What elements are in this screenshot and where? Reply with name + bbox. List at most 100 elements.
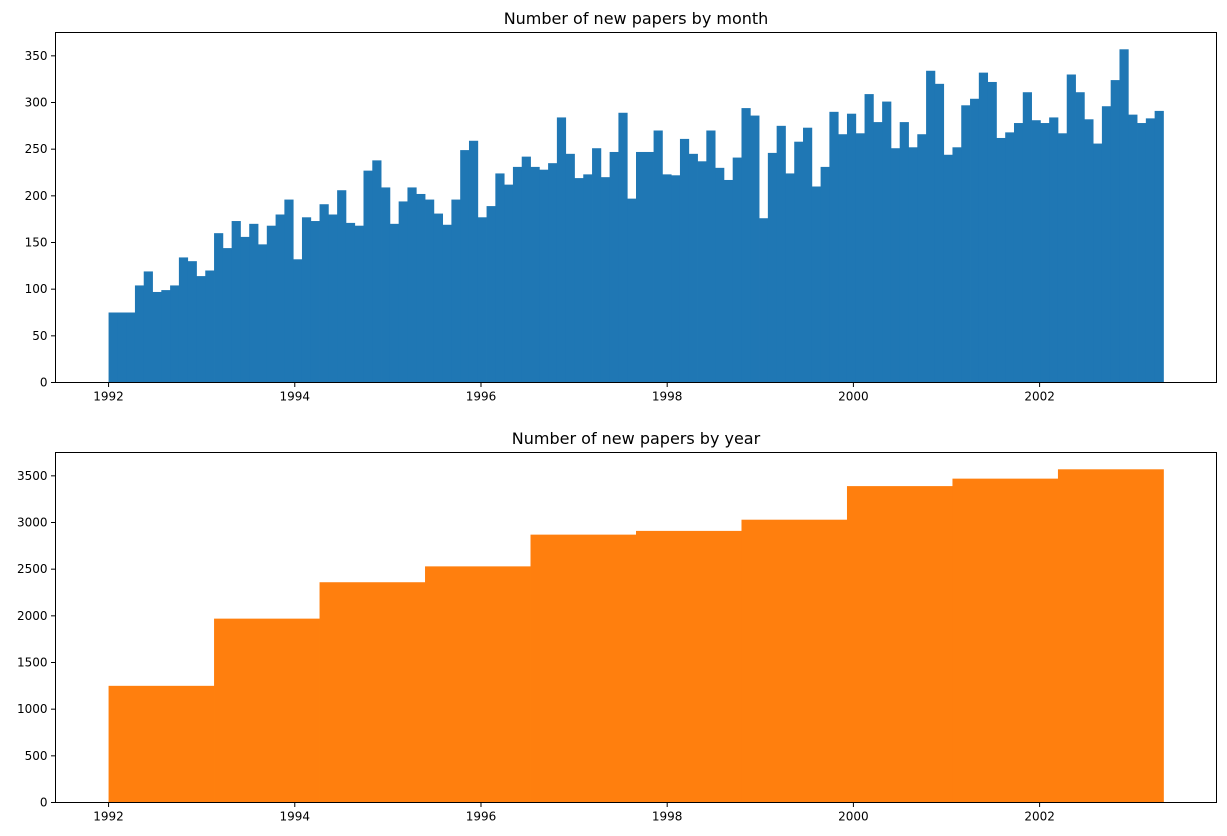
axes-monthly: 1992 1994 1996 1998 2000 2002 0 50 100 150 200 250 3… — [25, 49, 1055, 404]
bar — [636, 530, 742, 803]
plot-frame — [55, 32, 1217, 383]
bar — [284, 199, 294, 383]
bar — [214, 233, 224, 383]
bar — [706, 130, 716, 383]
y-tick-label: 3000 — [17, 516, 48, 530]
bar — [574, 178, 584, 383]
bar — [425, 199, 435, 383]
y-tick-label: 2000 — [17, 609, 48, 623]
bar — [337, 190, 347, 383]
bar — [759, 218, 769, 383]
bar — [1137, 123, 1147, 383]
bar — [1145, 118, 1156, 383]
bar — [345, 222, 356, 383]
bar — [504, 184, 514, 383]
bar — [829, 111, 839, 383]
bar — [961, 105, 971, 383]
bar — [486, 206, 496, 383]
bar — [1101, 106, 1112, 383]
chart-title: Number of new papers by year — [512, 429, 761, 448]
bar — [548, 163, 558, 383]
bar — [231, 221, 241, 383]
bar — [934, 83, 945, 383]
bar — [1057, 469, 1164, 803]
bar — [618, 112, 628, 383]
bar — [389, 223, 400, 383]
bar — [1040, 123, 1050, 383]
bar — [838, 134, 848, 383]
x-tick-label: 2002 — [1024, 390, 1055, 404]
bar — [565, 153, 575, 383]
bar — [583, 174, 593, 383]
bar — [1093, 143, 1103, 383]
bar — [846, 113, 857, 383]
bar — [636, 151, 646, 383]
bar — [592, 148, 602, 383]
bar — [249, 223, 259, 383]
bar — [1084, 119, 1094, 383]
bar — [1049, 117, 1059, 383]
bars-yearly — [108, 469, 1164, 803]
bar — [1075, 92, 1085, 383]
y-tick-label: 150 — [25, 236, 48, 250]
bar — [741, 108, 751, 383]
x-tick-label: 1996 — [466, 390, 497, 404]
bar — [1013, 123, 1024, 383]
x-tick-label: 1992 — [93, 390, 124, 404]
bar — [460, 150, 470, 383]
bar — [363, 170, 373, 383]
bar — [952, 478, 1059, 803]
axes-yearly: 1992 1994 1996 1998 2000 2002 0 500 1000 1500 2000… — [17, 469, 1055, 824]
bar — [1005, 132, 1015, 383]
bar — [108, 312, 118, 383]
bar — [926, 70, 936, 383]
x-tick-label: 1992 — [93, 810, 124, 824]
bar — [1057, 133, 1068, 383]
x-tick-label: 2000 — [838, 390, 869, 404]
bar — [644, 151, 654, 383]
bar — [258, 244, 268, 383]
bar — [275, 214, 285, 383]
x-tick-label: 1994 — [280, 390, 311, 404]
bar — [266, 225, 276, 383]
y-tick-label: 1000 — [17, 702, 48, 716]
bar — [1128, 114, 1138, 383]
bar — [627, 198, 637, 383]
bar — [126, 312, 136, 383]
bar — [354, 225, 364, 383]
bar — [556, 117, 567, 383]
bar — [416, 193, 426, 383]
bar — [161, 290, 171, 383]
bar — [425, 566, 531, 803]
bar — [917, 134, 927, 383]
bar — [328, 214, 338, 383]
bar — [214, 618, 320, 803]
x-tick-label: 2002 — [1024, 810, 1055, 824]
bar — [187, 261, 197, 383]
y-tick-label: 3500 — [17, 469, 48, 483]
bar — [846, 486, 953, 803]
bar — [1119, 49, 1129, 383]
y-tick-label: 500 — [25, 749, 48, 763]
bar — [310, 221, 320, 383]
bar — [398, 201, 408, 383]
y-tick-label: 100 — [25, 282, 48, 296]
bar — [143, 271, 153, 383]
bar — [820, 166, 830, 383]
bar — [1022, 92, 1032, 383]
bar — [732, 157, 742, 383]
bar — [794, 141, 804, 383]
bar — [899, 122, 909, 383]
y-tick-label: 350 — [25, 49, 48, 63]
bar — [222, 248, 233, 383]
bar — [864, 94, 874, 383]
bar — [873, 122, 883, 383]
x-tick-label: 1998 — [652, 810, 683, 824]
bar — [152, 291, 162, 383]
plot-frame — [55, 452, 1217, 803]
bar — [970, 98, 980, 383]
bar — [1110, 80, 1120, 383]
bar — [372, 160, 382, 383]
bar — [688, 153, 698, 383]
bar — [1066, 74, 1076, 383]
